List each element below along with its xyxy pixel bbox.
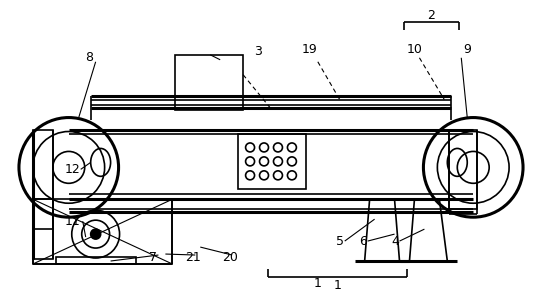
Text: 1: 1 <box>314 278 322 290</box>
Text: 12: 12 <box>65 163 80 176</box>
Text: 2: 2 <box>428 9 435 22</box>
Bar <box>33 199 53 259</box>
Circle shape <box>91 229 100 239</box>
Text: 19: 19 <box>302 43 318 56</box>
Bar <box>33 199 172 264</box>
Text: 20: 20 <box>222 250 238 263</box>
Bar <box>238 134 306 189</box>
Text: 1: 1 <box>334 279 342 293</box>
Text: 6: 6 <box>359 235 367 248</box>
Bar <box>33 130 53 229</box>
Bar <box>176 55 243 110</box>
Text: 11: 11 <box>65 215 80 228</box>
Text: 4: 4 <box>392 235 400 248</box>
Bar <box>449 130 477 209</box>
Text: 5: 5 <box>336 235 344 248</box>
Text: 9: 9 <box>463 43 471 56</box>
Text: 3: 3 <box>254 45 262 58</box>
Text: 7: 7 <box>150 250 158 263</box>
Text: 21: 21 <box>185 250 201 263</box>
Text: 10: 10 <box>407 43 422 56</box>
Text: 8: 8 <box>85 51 93 64</box>
Bar <box>56 257 136 264</box>
